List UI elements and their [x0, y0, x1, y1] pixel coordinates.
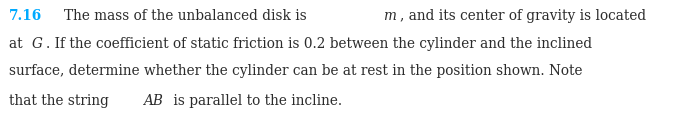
Text: 7.16: 7.16 [9, 9, 42, 23]
Text: surface, determine whether the cylinder can be at rest in the position shown. No: surface, determine whether the cylinder … [9, 64, 582, 78]
Text: The mass of the unbalanced disk is: The mass of the unbalanced disk is [64, 9, 311, 23]
Text: that the string: that the string [9, 94, 113, 108]
Text: AB: AB [143, 94, 163, 108]
Text: , and its center of gravity is located: , and its center of gravity is located [400, 9, 646, 23]
Text: . If the coefficient of static friction is 0.2 between the cylinder and the incl: . If the coefficient of static friction … [46, 37, 592, 51]
Text: m: m [383, 9, 396, 23]
Text: G: G [32, 37, 43, 51]
Text: at: at [9, 37, 27, 51]
Text: is parallel to the incline.: is parallel to the incline. [169, 94, 342, 108]
